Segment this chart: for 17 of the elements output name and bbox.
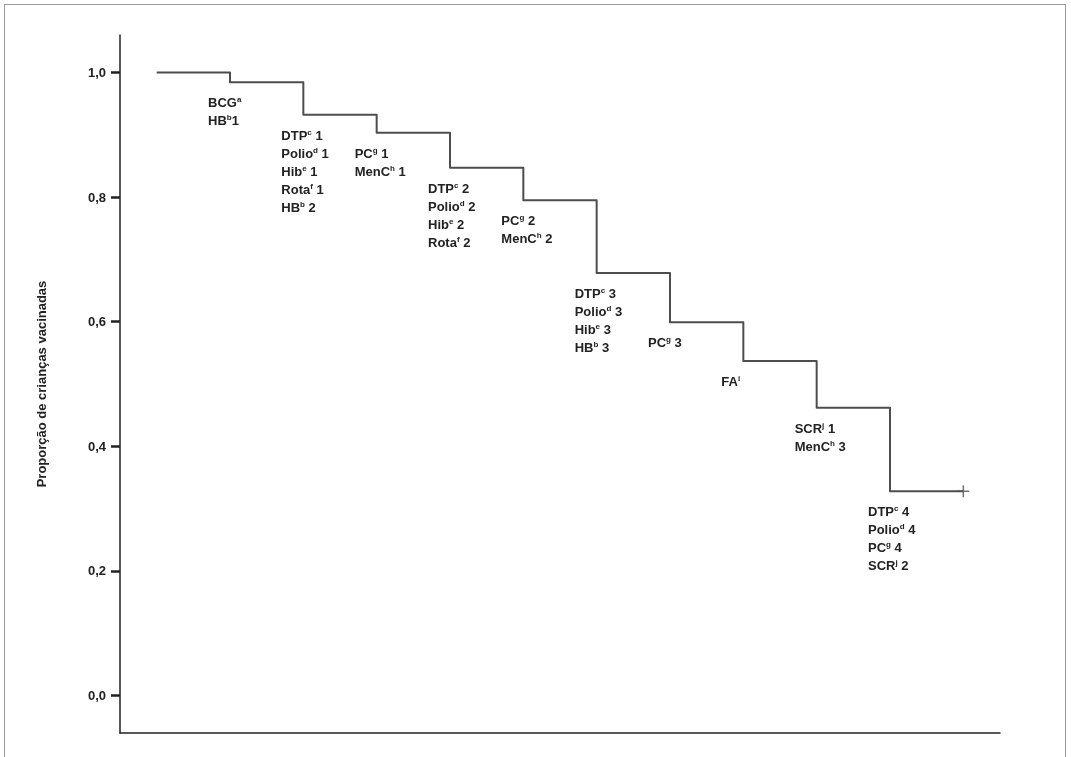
text: BCG$^{a}$ HB$^{b}$1 [208,95,242,129]
y-tick-label: 0,4 [87,438,107,454]
y-tick-label: 0,8 [87,189,106,205]
annotation: PC$^{g}$ 3 [648,334,682,353]
y-tick-label: 0,0 [87,688,106,704]
annotation: PC$^{g}$ 1 MenC$^{h}$ 1 [354,144,406,181]
text: DTP$^{c}$ 1 Polio$^{d}$ 1 Hib$^{e}$ 1 Rota$^{f}$ 1 HB$^{b}$ 2 [281,127,329,215]
annotation: PC$^{g}$ 2 MenC$^{h}$ 2 [501,212,553,249]
annotation: FA$^{i}$ [721,372,741,391]
text: DTP$^{c}$ 3 Polio$^{d}$ 3 Hib$^{e}$ 3 HB$^{b}$ 3 [574,285,623,356]
y-tick-label: 0,2 [87,563,106,579]
annotation: SCR$^{j}$ 1 MenC$^{h}$ 3 [794,419,846,456]
y-axis-title: Proporção de crianças vacinadas [34,280,49,488]
y-tick-label: 0,6 [87,314,106,330]
text: DTP$^{c}$ 2 Polio$^{d}$ 2 Hib$^{e}$ 2 Rota$^{f}$ 2 [428,180,476,250]
y-tick-label: 1,0 [87,64,106,80]
text: DTP$^{c}$ 4 Polio$^{d}$ 4 PC$^{g}$ 4 SCR$^{j}$ 2 [868,503,916,574]
